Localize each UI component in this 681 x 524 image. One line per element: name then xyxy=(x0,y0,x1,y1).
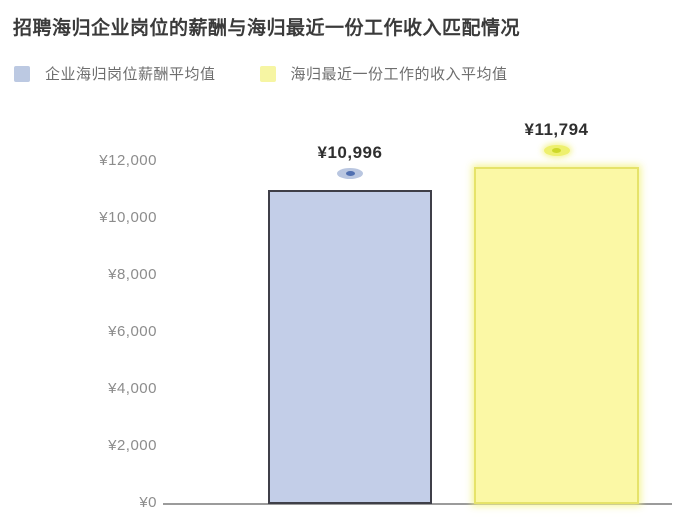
bar-last-job-income xyxy=(474,166,639,504)
y-axis-tick-label: ¥2,000 xyxy=(108,437,157,454)
chart-title: 招聘海归企业岗位的薪酬与海归最近一份工作收入匹配情况 xyxy=(13,18,521,39)
callout-marker-dot xyxy=(552,147,561,153)
legend-swatch-icon xyxy=(259,65,276,82)
bar-value-label-company-salary: ¥10,996 xyxy=(317,142,383,162)
bar-company-salary xyxy=(268,189,432,504)
x-axis-baseline xyxy=(163,503,672,505)
y-axis-tick-label: ¥10,000 xyxy=(99,209,157,226)
legend-swatch-icon xyxy=(14,65,30,82)
y-axis-tick-label: ¥8,000 xyxy=(108,266,157,283)
y-axis-tick-label: ¥12,000 xyxy=(99,152,157,169)
y-axis-tick-label: ¥6,000 xyxy=(108,323,157,340)
y-axis-tick-label: ¥4,000 xyxy=(108,380,157,397)
callout-marker-icon xyxy=(543,144,570,156)
legend-item-label: 海归最近一份工作的收入平均值 xyxy=(290,66,508,83)
legend: 企业海归岗位薪酬平均值 海归最近一份工作的收入平均值 xyxy=(14,63,508,84)
callout-marker-dot xyxy=(345,170,355,176)
callout-marker-icon xyxy=(337,167,363,179)
legend-item-last-job-income: 海归最近一份工作的收入平均值 xyxy=(259,63,508,84)
legend-item-label: 企业海归岗位薪酬平均值 xyxy=(45,66,216,83)
y-axis-tick-label: ¥0 xyxy=(139,494,157,511)
bar-value-label-last-job-income: ¥11,794 xyxy=(524,119,589,139)
legend-item-company-salary: 企业海归岗位薪酬平均值 xyxy=(14,63,216,84)
